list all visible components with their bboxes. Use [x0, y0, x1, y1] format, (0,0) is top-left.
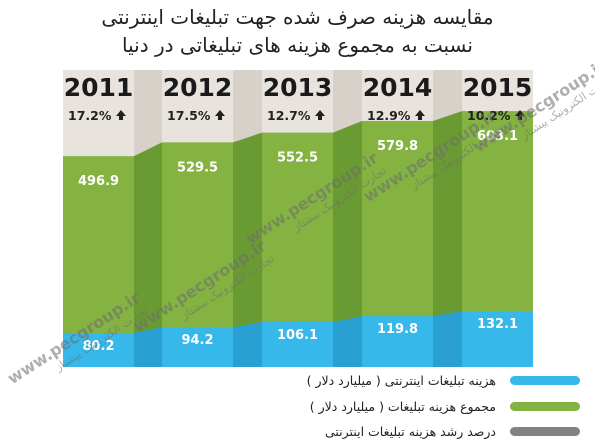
year-label: 2011	[64, 73, 134, 102]
year-label: 2014	[363, 73, 433, 102]
up-arrow-icon	[215, 110, 225, 116]
internet-value-label: 119.8	[377, 322, 418, 337]
legend-item-total-spend: مجموع هزینه تبلیغات ( میلیارد دلار )	[310, 399, 580, 414]
up-arrow-icon	[116, 110, 126, 116]
internet-connector	[134, 327, 162, 367]
legend-label-internet-spend: هزینه تبلیغات اینترنتی ( میلیارد دلار )	[306, 373, 496, 388]
internet-connector	[433, 310, 462, 367]
up-arrow-icon	[415, 110, 425, 116]
total-connector	[333, 120, 362, 367]
internet-value-label: 132.1	[477, 317, 518, 332]
growth-label: 17.2%	[68, 108, 112, 123]
year-label: 2013	[263, 73, 333, 102]
up-arrow-icon	[119, 116, 123, 120]
internet-bar	[462, 310, 533, 367]
growth-label: 12.7%	[267, 108, 311, 123]
total-connector	[233, 132, 262, 367]
internet-value-label: 94.2	[181, 333, 213, 348]
legend-label-growth: درصد رشد هزینه تبلیغات اینترنتی	[324, 424, 496, 439]
total-value-label: 603.1	[477, 129, 518, 144]
total-connector	[433, 111, 462, 368]
internet-connector	[333, 316, 362, 367]
total-connector	[134, 142, 162, 367]
up-arrow-icon	[315, 110, 325, 116]
year-label: 2012	[163, 73, 233, 102]
growth-label: 12.9%	[367, 108, 411, 123]
year-label: 2015	[463, 73, 533, 102]
internet-bar	[362, 316, 433, 367]
internet-bar	[63, 332, 134, 367]
internet-bar	[262, 321, 333, 367]
up-arrow-icon	[518, 116, 522, 120]
total-value-label: 496.9	[78, 174, 119, 189]
legend-item-growth: درصد رشد هزینه تبلیغات اینترنتی	[325, 424, 580, 439]
internet-value-label: 80.2	[82, 339, 114, 354]
up-arrow-icon	[515, 110, 525, 116]
total-value-label: 579.8	[377, 139, 418, 154]
chart-title-line-1: مقایسه هزینه صرف شده جهت تبلیغات اینترنت…	[101, 5, 494, 29]
legend-swatch-gray	[510, 427, 580, 436]
legend-swatch-blue	[510, 376, 580, 385]
total-bar	[63, 156, 134, 367]
legend-swatch-green	[510, 402, 580, 411]
chart-title-line-2: نسبت به مجموع هزینه های تبلیغاتی در دنیا	[122, 33, 473, 57]
up-arrow-icon	[218, 116, 222, 120]
growth-label: 10.2%	[467, 108, 511, 123]
internet-bar	[162, 327, 233, 367]
up-arrow-icon	[318, 116, 322, 120]
growth-label: 17.5%	[167, 108, 211, 123]
internet-value-label: 106.1	[277, 328, 318, 343]
internet-connector	[233, 321, 262, 367]
legend-item-internet-spend: هزینه تبلیغات اینترنتی ( میلیارد دلار )	[307, 373, 580, 388]
total-value-label: 529.5	[177, 160, 218, 175]
legend-label-total-spend: مجموع هزینه تبلیغات ( میلیارد دلار )	[309, 399, 496, 414]
total-value-label: 552.5	[277, 151, 318, 166]
up-arrow-icon	[418, 116, 422, 120]
